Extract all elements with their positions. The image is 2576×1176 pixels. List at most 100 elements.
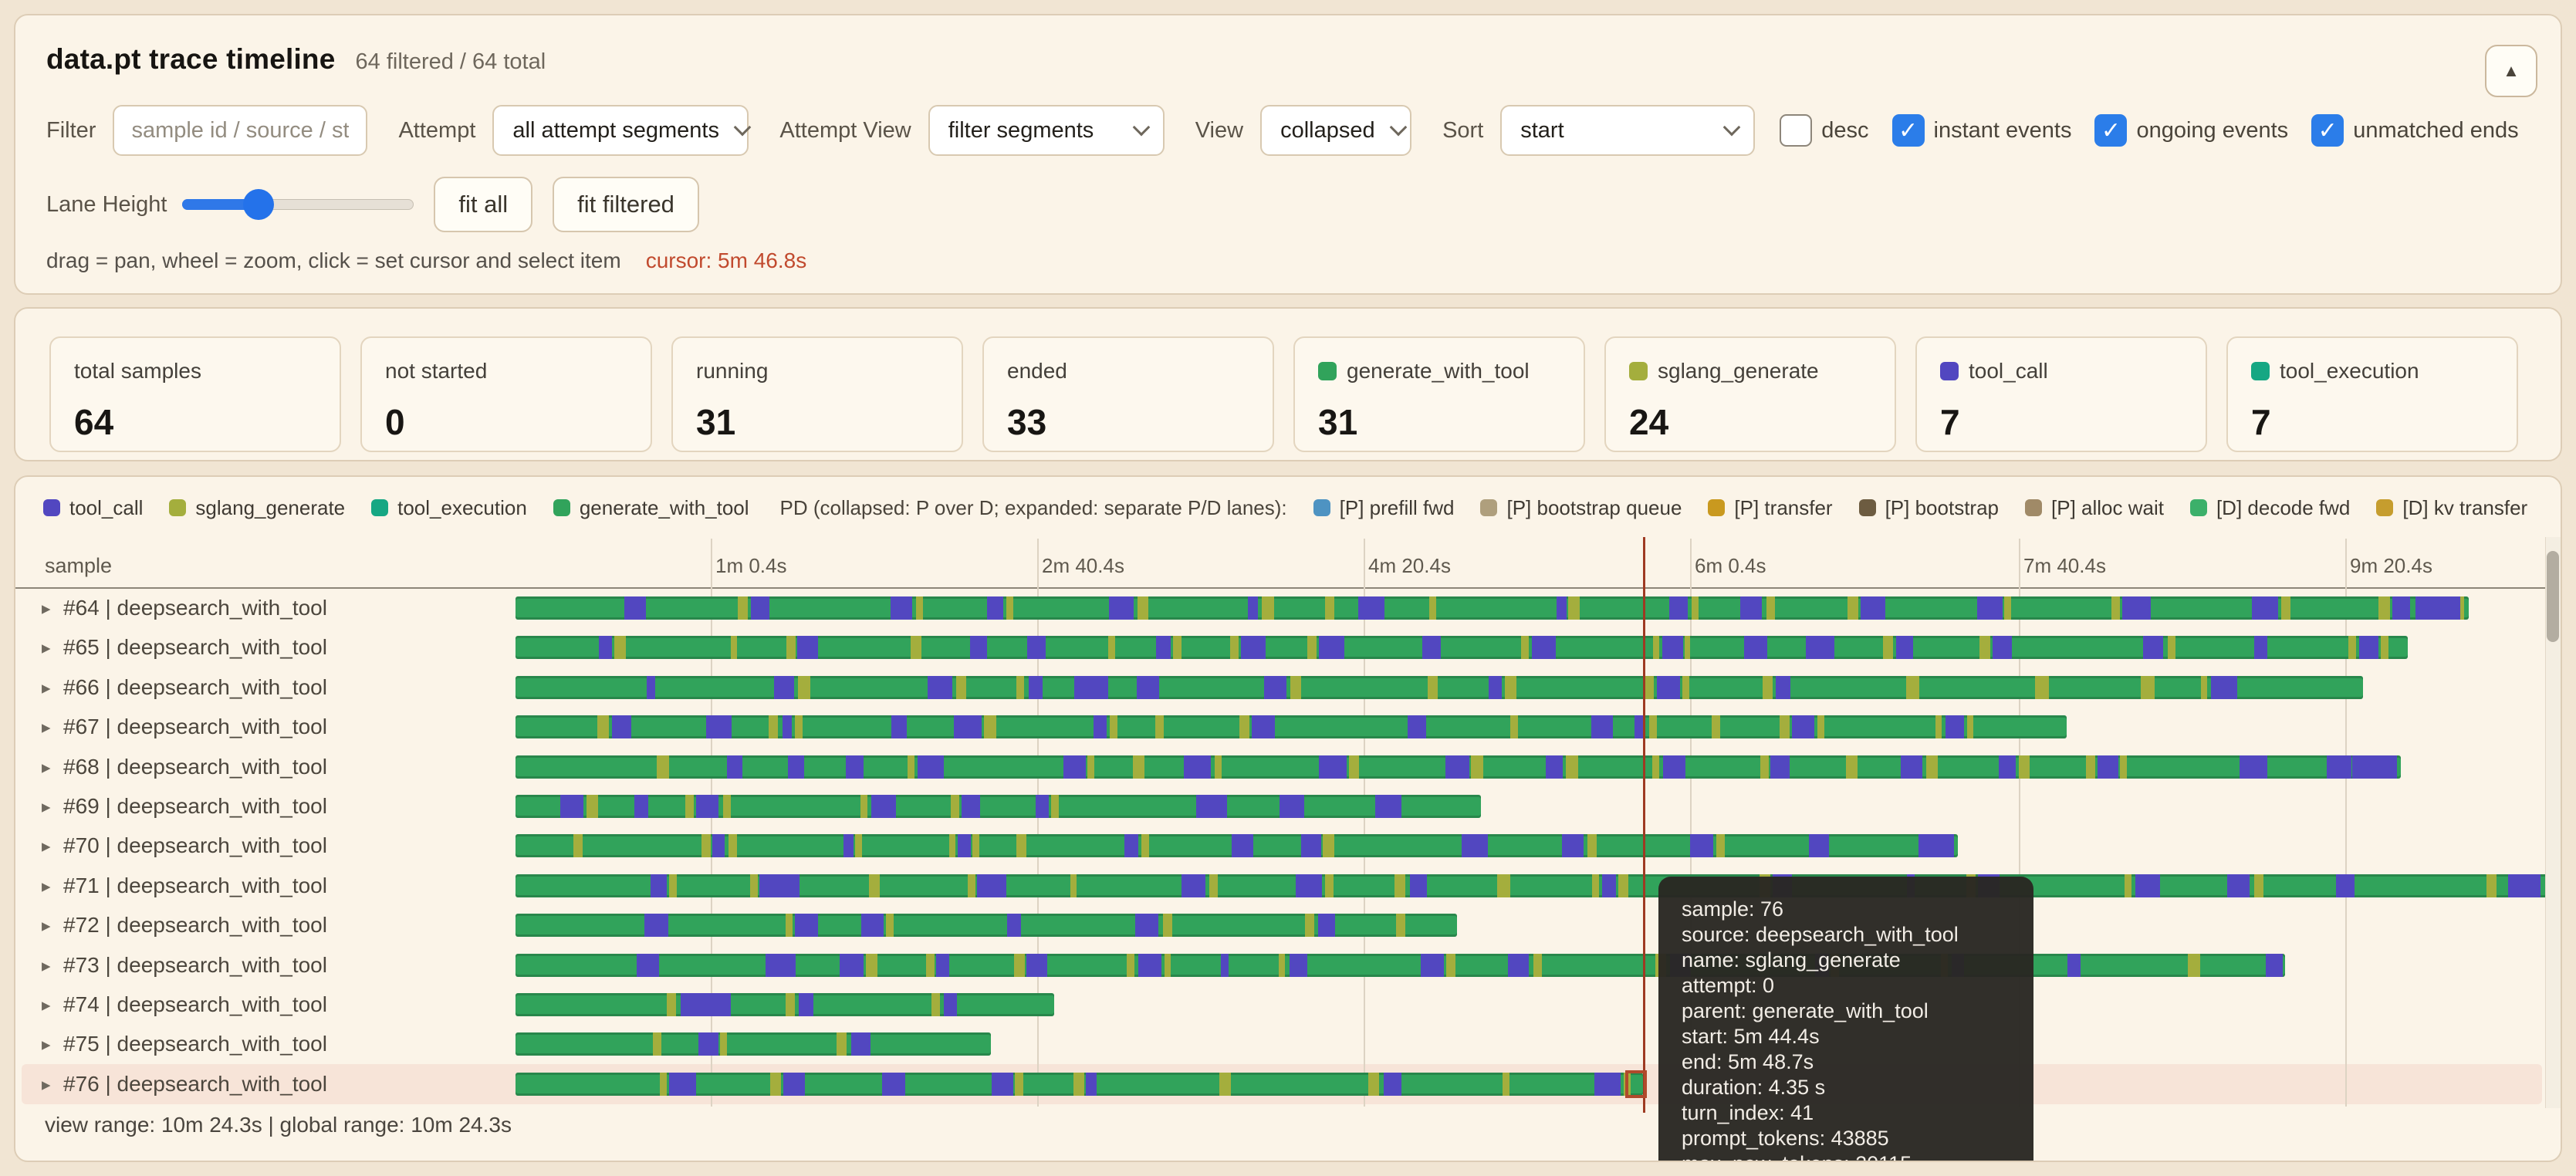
tool-call-segment[interactable] <box>1318 914 1335 937</box>
sglang-generate-segment[interactable] <box>597 715 608 738</box>
sglang-generate-segment[interactable] <box>1685 636 1690 659</box>
tool-call-segment[interactable] <box>944 993 957 1016</box>
sglang-generate-segment[interactable] <box>1230 636 1239 659</box>
row-bar[interactable] <box>516 676 2363 699</box>
checkbox-checked-icon[interactable]: ✓ <box>1892 114 1925 147</box>
row-label[interactable]: #69 | deepsearch_with_tool <box>63 794 327 819</box>
tool-call-segment[interactable] <box>1027 636 1046 659</box>
tool-call-segment[interactable] <box>1557 596 1567 620</box>
tool-call-segment[interactable] <box>1792 715 1814 738</box>
row-bar[interactable] <box>516 755 2401 779</box>
tool-call-segment[interactable] <box>1999 755 2016 779</box>
tool-call-segment[interactable] <box>1086 1073 1097 1096</box>
sglang-generate-segment[interactable] <box>2086 755 2095 779</box>
row-bar[interactable] <box>516 1032 991 1056</box>
sglang-generate-segment[interactable] <box>1307 636 1317 659</box>
tool-call-segment[interactable] <box>2508 874 2541 897</box>
tool-call-segment[interactable] <box>1290 954 1307 977</box>
tool-call-segment[interactable] <box>1280 795 1304 818</box>
sglang-generate-segment[interactable] <box>968 874 975 897</box>
sglang-generate-segment[interactable] <box>1219 1073 1231 1096</box>
tool-call-segment[interactable] <box>882 1073 905 1096</box>
tool-call-segment[interactable] <box>647 676 654 699</box>
sglang-generate-segment[interactable] <box>1847 596 1858 620</box>
tool-call-segment[interactable] <box>2143 636 2163 659</box>
tool-call-segment[interactable] <box>1109 596 1134 620</box>
checkbox-checked-icon[interactable]: ✓ <box>2094 114 2127 147</box>
sglang-generate-segment[interactable] <box>1780 715 1790 738</box>
tool-call-segment[interactable] <box>1462 834 1488 857</box>
sglang-generate-segment[interactable] <box>657 755 668 779</box>
sort-select[interactable]: start <box>1500 105 1755 156</box>
tool-call-segment[interactable] <box>846 755 864 779</box>
row-label[interactable]: #70 | deepsearch_with_tool <box>63 833 327 858</box>
tool-call-segment[interactable] <box>751 596 769 620</box>
row-label[interactable]: #65 | deepsearch_with_tool <box>63 635 327 660</box>
tool-call-segment[interactable] <box>840 954 864 977</box>
tool-call-segment[interactable] <box>954 715 982 738</box>
tool-call-segment[interactable] <box>1063 755 1085 779</box>
row-label[interactable]: #73 | deepsearch_with_tool <box>63 953 327 978</box>
tool-call-segment[interactable] <box>1408 715 1426 738</box>
tool-call-segment[interactable] <box>644 914 668 937</box>
tool-call-segment[interactable] <box>1319 636 1344 659</box>
sglang-generate-segment[interactable] <box>1070 874 1077 897</box>
tool-call-segment[interactable] <box>2227 874 2250 897</box>
tool-call-segment[interactable] <box>2415 596 2460 620</box>
sglang-generate-segment[interactable] <box>2188 954 2200 977</box>
sglang-generate-segment[interactable] <box>1510 715 1519 738</box>
sglang-generate-segment[interactable] <box>2120 755 2127 779</box>
sglang-generate-segment[interactable] <box>886 914 894 937</box>
tool-call-segment[interactable] <box>1445 755 1469 779</box>
sglang-generate-segment[interactable] <box>2125 874 2131 897</box>
sglang-generate-segment[interactable] <box>1165 954 1170 977</box>
tool-call-segment[interactable] <box>1602 874 1616 897</box>
tool-call-segment[interactable] <box>2359 636 2378 659</box>
tool-call-segment[interactable] <box>1562 834 1584 857</box>
attempt-select[interactable]: all attempt segments <box>492 105 749 156</box>
sglang-generate-segment[interactable] <box>2201 676 2207 699</box>
sglang-generate-segment[interactable] <box>701 834 711 857</box>
sglang-generate-segment[interactable] <box>1138 596 1148 620</box>
lane-height-slider[interactable] <box>182 189 414 220</box>
row-expander-icon[interactable]: ▸ <box>42 955 51 976</box>
sglang-generate-segment[interactable] <box>1014 954 1024 977</box>
sglang-generate-segment[interactable] <box>1110 715 1118 738</box>
sglang-generate-segment[interactable] <box>984 715 996 738</box>
sglang-generate-segment[interactable] <box>2348 636 2356 659</box>
sglang-generate-segment[interactable] <box>1073 1073 1084 1096</box>
tool-call-segment[interactable] <box>1358 596 1384 620</box>
row-label[interactable]: #71 | deepsearch_with_tool <box>63 874 327 898</box>
row-expander-icon[interactable]: ▸ <box>42 836 51 857</box>
sglang-generate-segment[interactable] <box>667 993 676 1016</box>
row-label[interactable]: #68 | deepsearch_with_tool <box>63 755 327 779</box>
sglang-generate-segment[interactable] <box>951 795 960 818</box>
row-label[interactable]: #75 | deepsearch_with_tool <box>63 1032 327 1056</box>
row-expander-icon[interactable]: ▸ <box>42 1034 51 1055</box>
sglang-generate-segment[interactable] <box>587 795 598 818</box>
sglang-generate-segment[interactable] <box>1906 676 1919 699</box>
tool-call-segment[interactable] <box>797 636 817 659</box>
sglang-generate-segment[interactable] <box>685 795 694 818</box>
row-label[interactable]: #64 | deepsearch_with_tool <box>63 596 327 620</box>
sglang-generate-segment[interactable] <box>1503 1073 1509 1096</box>
checkbox-unchecked-icon[interactable] <box>1780 114 1812 147</box>
tool-call-segment[interactable] <box>612 715 631 738</box>
sglang-generate-segment[interactable] <box>1209 874 1218 897</box>
tool-call-segment[interactable] <box>634 795 648 818</box>
sglang-generate-segment[interactable] <box>1760 755 1769 779</box>
sglang-generate-segment[interactable] <box>1652 755 1659 779</box>
sglang-generate-segment[interactable] <box>1883 636 1893 659</box>
tool-call-segment[interactable] <box>962 795 979 818</box>
sglang-generate-segment[interactable] <box>1497 874 1510 897</box>
tool-call-segment[interactable] <box>651 874 667 897</box>
row-bar[interactable] <box>516 914 1457 937</box>
tool-call-segment[interactable] <box>2240 755 2267 779</box>
sglang-generate-segment[interactable] <box>837 1032 847 1056</box>
sglang-generate-segment[interactable] <box>2004 596 2011 620</box>
row-bar[interactable] <box>516 993 1054 1016</box>
tool-call-segment[interactable] <box>1410 874 1427 897</box>
sglang-generate-segment[interactable] <box>2168 636 2175 659</box>
checkbox-desc[interactable]: desc <box>1780 114 1868 147</box>
sglang-generate-segment[interactable] <box>1239 715 1249 738</box>
